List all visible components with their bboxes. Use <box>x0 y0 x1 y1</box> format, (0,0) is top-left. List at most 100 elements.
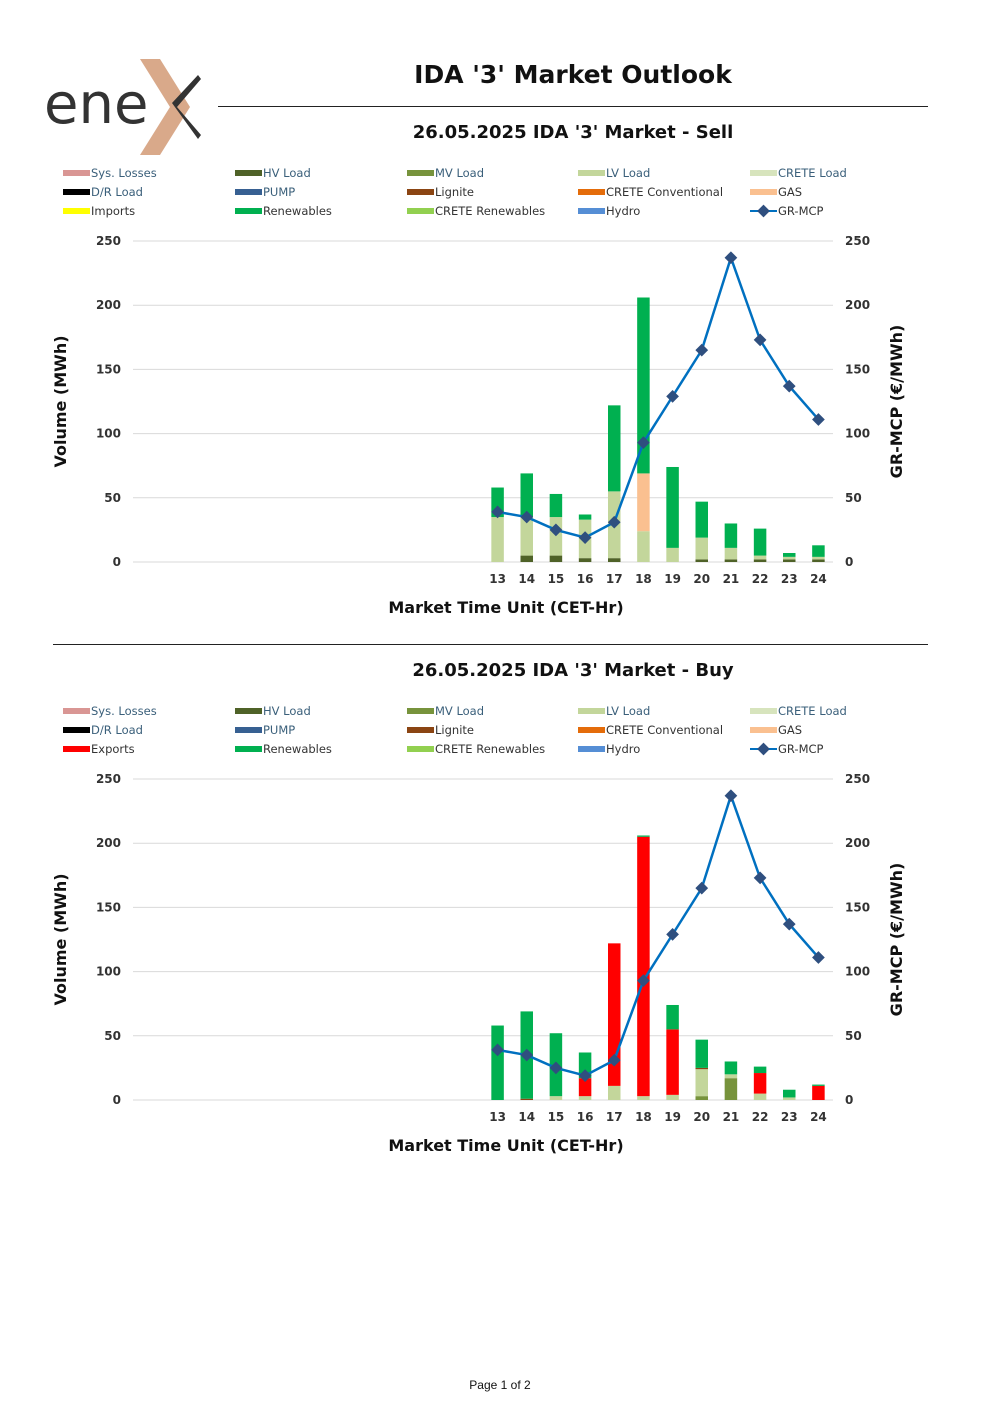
bar-hv-load <box>753 559 767 562</box>
y2-tick-label: 100 <box>845 427 870 441</box>
legend-item-gas: GAS <box>750 723 802 737</box>
y2-tick-label: 200 <box>845 836 870 850</box>
legend-item-sys-losses: Sys. Losses <box>63 166 157 180</box>
x-tick-label: 22 <box>752 1110 769 1124</box>
x-tick-label: 17 <box>606 572 623 586</box>
legend-swatch <box>63 208 90 214</box>
y-tick-label: 150 <box>96 362 121 376</box>
y-tick-label: 50 <box>104 1029 121 1043</box>
bar-renewables <box>608 405 621 492</box>
y-tick-label: 0 <box>113 1093 121 1107</box>
x-tick-label: 13 <box>489 1110 506 1124</box>
legend-swatch <box>235 189 262 195</box>
gr-mcp-point <box>724 789 738 803</box>
y-tick-label: 250 <box>96 234 121 248</box>
x-tick-label: 22 <box>752 572 769 586</box>
bar-lv-load <box>549 1096 563 1100</box>
legend-item-d-r-load: D/R Load <box>63 185 143 199</box>
x-axis-title: Market Time Unit (CET-Hr) <box>388 598 623 617</box>
x-tick-label: 17 <box>606 1110 623 1124</box>
bar-exports <box>812 1085 825 1100</box>
legend-item-hydro: Hydro <box>578 742 640 756</box>
bar-hv-load <box>549 555 563 562</box>
gr-mcp-point <box>753 871 767 885</box>
legend-item-crete-load: CRETE Load <box>750 166 847 180</box>
legend-item-pump: PUMP <box>235 185 295 199</box>
legend-item-d-r-load: D/R Load <box>63 723 143 737</box>
bar-lv-load <box>753 1093 767 1100</box>
legend-swatch <box>63 170 90 176</box>
bar-hv-load <box>578 558 592 562</box>
y2-tick-label: 150 <box>845 900 870 914</box>
y2-tick-label: 50 <box>845 491 862 505</box>
legend-swatch <box>235 708 262 714</box>
y2-tick-label: 50 <box>845 1029 862 1043</box>
bar-lv-load <box>666 1094 679 1100</box>
bar-hv-load <box>812 559 825 562</box>
legend-swatch <box>750 170 777 176</box>
x-tick-label: 15 <box>548 572 565 586</box>
legend-item-lv-load: LV Load <box>578 166 650 180</box>
bar-lv-load <box>783 556 796 560</box>
legend-item-crete-load: CRETE Load <box>750 704 847 718</box>
legend-swatch <box>63 189 90 195</box>
legend-item-gas: GAS <box>750 185 802 199</box>
legend-swatch <box>407 746 434 752</box>
x-tick-label: 23 <box>781 1110 798 1124</box>
bar-lv-load <box>666 547 679 562</box>
bar-renewables <box>812 545 825 557</box>
y-tick-label: 250 <box>96 772 121 786</box>
legend-item-hydro: Hydro <box>578 204 640 218</box>
legend-item-hv-load: HV Load <box>235 166 311 180</box>
bar-mv-load <box>724 1078 738 1100</box>
legend-swatch <box>407 189 434 195</box>
legend-label: Exports <box>91 742 135 756</box>
legend-swatch <box>63 708 90 714</box>
bar-lv-load <box>608 1085 621 1100</box>
bar-renewables <box>549 493 563 518</box>
legend-swatch-marker <box>757 204 770 218</box>
legend-label: LV Load <box>606 704 650 718</box>
legend-label: CRETE Conventional <box>606 185 723 199</box>
bar-lv-load <box>637 1096 650 1100</box>
bar-lignite <box>695 1067 708 1070</box>
gr-mcp-point <box>695 343 709 357</box>
legend-item-sys-losses: Sys. Losses <box>63 704 157 718</box>
x-tick-label: 20 <box>693 1110 710 1124</box>
legend-swatch <box>235 727 262 733</box>
y-axis-title: Volume (MWh) <box>51 873 70 1005</box>
legend-label: CRETE Renewables <box>435 204 545 218</box>
legend-label: D/R Load <box>91 185 143 199</box>
legend-label: GR-MCP <box>778 204 824 218</box>
x-tick-label: 18 <box>635 1110 652 1124</box>
gr-mcp-point <box>666 390 679 403</box>
logo-x-mark <box>140 59 190 155</box>
legend-label: GR-MCP <box>778 742 824 756</box>
x-tick-label: 23 <box>781 572 798 586</box>
legend-item-crete-renewables: CRETE Renewables <box>407 204 545 218</box>
legend-swatch <box>578 170 605 176</box>
logo-text: ene <box>44 72 148 137</box>
y2-axis-title: GR-MCP (€/MWh) <box>887 863 906 1017</box>
legend-label: GAS <box>778 723 802 737</box>
legend-label: Hydro <box>606 204 640 218</box>
legend-item-lignite: Lignite <box>407 723 474 737</box>
legend-swatch <box>578 708 605 714</box>
x-tick-label: 21 <box>723 572 740 586</box>
legend-swatch <box>750 708 777 714</box>
gr-mcp-line <box>497 253 820 539</box>
logo-x-stroke <box>172 75 201 139</box>
bar-renewables <box>783 1089 796 1098</box>
bar-renewables <box>666 1004 679 1030</box>
legend-swatch <box>407 170 434 176</box>
legend-item-renewables: Renewables <box>235 742 332 756</box>
legend-swatch <box>63 727 90 733</box>
title-rule <box>218 106 928 107</box>
y2-tick-label: 250 <box>845 234 870 248</box>
gr-mcp-line <box>497 791 820 1077</box>
bar-lv-load <box>578 1096 592 1100</box>
y2-tick-label: 250 <box>845 772 870 786</box>
enex-logo: ene <box>44 59 201 155</box>
y-tick-label: 0 <box>113 555 121 569</box>
legend-item-lignite: Lignite <box>407 185 474 199</box>
